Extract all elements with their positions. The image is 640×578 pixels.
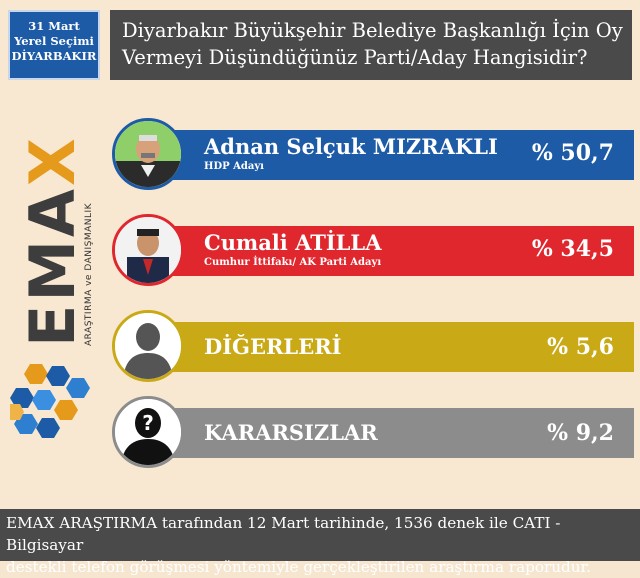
- source-note: EMAX ARAŞTIRMA tarafından 12 Mart tarihi…: [0, 509, 640, 576]
- emax-hexagon-logo-icon: [10, 364, 90, 438]
- result-row-atilla: Cumali ATİLLA Cumhur İttifakı/ AK Parti …: [112, 214, 634, 286]
- person-silhouette-icon: [112, 310, 184, 382]
- candidate-party: HDP Adayı: [204, 161, 264, 172]
- result-row-undecided: KARARSIZLAR % 9,2 ?: [112, 396, 634, 468]
- result-bar: Adnan Selçuk MIZRAKLI HDP Adayı % 50,7: [152, 130, 634, 180]
- question-line-2: Vermeyi Düşündüğünüz Parti/Aday Hangisid…: [122, 46, 588, 69]
- question-line-1: Diyarbakır Büyükşehir Belediye Başkanlığ…: [122, 19, 623, 42]
- result-bar: DİĞERLERİ % 5,6: [152, 322, 634, 372]
- question-silhouette-icon: ?: [112, 396, 184, 468]
- tag-line-election: Yerel Seçimi: [14, 34, 94, 48]
- result-row-others: DİĞERLERİ % 5,6: [112, 310, 634, 382]
- emax-logo-text: EMAX: [16, 135, 89, 347]
- result-percentage: % 50,7: [531, 140, 614, 166]
- tag-line-date: 31 Mart: [28, 19, 80, 33]
- election-tag: 31 Mart Yerel Seçimi DİYARBAKIR: [8, 10, 100, 80]
- candidate-name: Adnan Selçuk MIZRAKLI: [204, 134, 498, 159]
- candidate-photo-icon: [112, 118, 184, 190]
- svg-text:?: ?: [142, 411, 154, 435]
- result-bar: KARARSIZLAR % 9,2: [152, 408, 634, 458]
- result-row-mizrakli: Adnan Selçuk MIZRAKLI HDP Adayı % 50,7: [112, 118, 634, 190]
- candidate-name: Cumali ATİLLA: [204, 230, 382, 255]
- candidate-party: Cumhur İttifakı/ AK Parti Adayı: [204, 257, 382, 268]
- source-note-line-1: EMAX ARAŞTIRMA tarafından 12 Mart tarihi…: [6, 514, 561, 554]
- poll-graphic: 31 Mart Yerel Seçimi DİYARBAKIR Diyarbak…: [0, 10, 640, 576]
- candidate-name: DİĞERLERİ: [204, 334, 342, 359]
- result-percentage: % 34,5: [531, 236, 614, 262]
- candidate-name: KARARSIZLAR: [204, 420, 378, 445]
- candidate-photo-icon: [112, 214, 184, 286]
- source-note-line-2: destekli telefon görüşmesi yöntemiyle ge…: [6, 558, 591, 576]
- result-bar: Cumali ATİLLA Cumhur İttifakı/ AK Parti …: [152, 226, 634, 276]
- result-percentage: % 9,2: [547, 420, 614, 446]
- emax-logo-subtitle: ARAŞTIRMA ve DANIŞMANLIK: [84, 202, 94, 346]
- tag-line-city: DİYARBAKIR: [11, 49, 97, 63]
- poll-question: Diyarbakır Büyükşehir Belediye Başkanlığ…: [110, 10, 632, 80]
- result-percentage: % 5,6: [547, 334, 614, 360]
